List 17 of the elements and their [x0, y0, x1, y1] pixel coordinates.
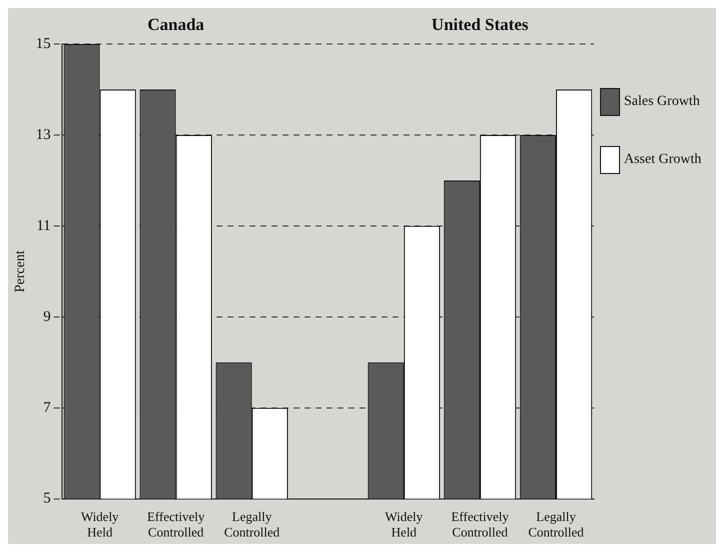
y-tick-label: 9	[43, 308, 51, 325]
x-tick-label: Widely Held	[80, 509, 120, 540]
y-tick-label: 7	[43, 400, 52, 416]
y-tick-label: 15	[36, 36, 51, 52]
x-tick-label: Effectively Controlled	[451, 509, 510, 540]
y-tick-label: 11	[36, 218, 51, 234]
x-tick-label: Effectively Controlled	[147, 509, 206, 540]
legend-label: Sales Growth	[624, 94, 700, 110]
x-tick-label: Widely Held	[385, 509, 424, 540]
text: United States	[432, 15, 529, 34]
x-tick-label: Legally Controlled	[528, 509, 584, 540]
y-axis-title: Percent	[13, 250, 28, 292]
y-tick-label: 5	[43, 490, 51, 507]
text: Canada	[148, 15, 205, 34]
x-tick-label: Legally Controlled	[224, 509, 280, 540]
y-tick-label: 13	[36, 126, 51, 143]
legend-label: Asset Growth	[624, 152, 702, 168]
